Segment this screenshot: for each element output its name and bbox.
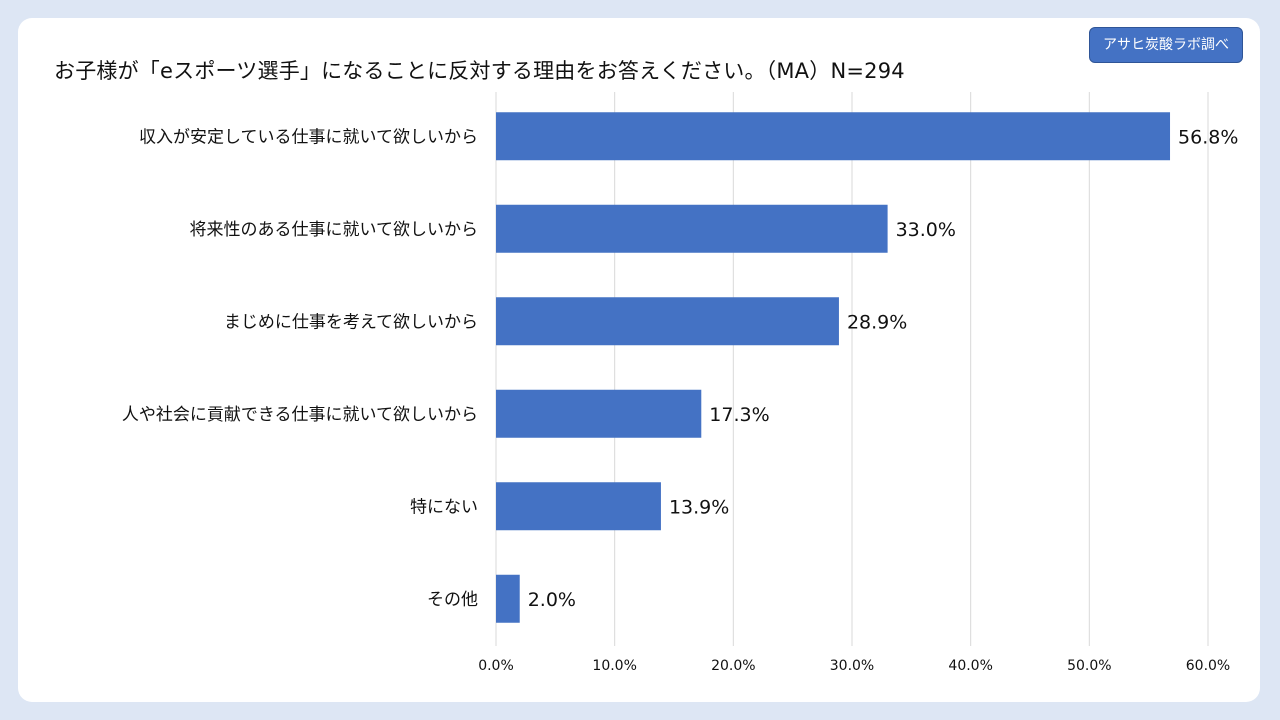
category-label: 特にない [410,497,478,517]
bar [496,297,839,346]
value-label: 56.8% [1178,126,1238,148]
category-label: 将来性のある仕事に就いて欲しいから [190,220,479,240]
x-tick-label: 60.0% [1186,658,1230,674]
value-label: 33.0% [896,219,956,241]
category-label: その他 [427,590,478,610]
category-labels: 収入が安定している仕事に就いて欲しいから将来性のある仕事に就いて欲しいからまじめ… [122,127,478,610]
chart-title: お子様が「eスポーツ選手」になることに反対する理由をお答えください。（MA）N=… [54,59,905,83]
bars [496,112,1171,623]
value-label: 17.3% [709,404,769,426]
source-badge: アサヒ炭酸ラボ調べ [1089,27,1243,63]
value-label: 28.9% [847,311,907,333]
bar [496,482,661,531]
x-tick-label: 20.0% [711,658,755,674]
bar [496,389,702,438]
bar [496,204,888,253]
x-tick-label: 30.0% [830,658,874,674]
value-label: 2.0% [528,589,576,611]
x-tick-label: 0.0% [478,658,514,674]
category-label: 収入が安定している仕事に就いて欲しいから [139,127,478,147]
x-tick-label: 40.0% [948,658,992,674]
x-tick-label: 10.0% [592,658,636,674]
x-tick-label: 50.0% [1067,658,1111,674]
category-label: まじめに仕事を考えて欲しいから [224,312,478,332]
x-axis-ticks: 0.0% 10.0% 20.0% 30.0% 40.0% 50.0% 60.0% [478,658,1230,674]
bar [496,112,1171,161]
value-labels: 56.8% 33.0% 28.9% 17.3% 13.9% 2.0% [528,126,1239,611]
bar [496,574,520,623]
category-label: 人や社会に貢献できる仕事に就いて欲しいから [122,405,478,425]
value-label: 13.9% [669,496,729,518]
gridlines [495,92,1209,646]
